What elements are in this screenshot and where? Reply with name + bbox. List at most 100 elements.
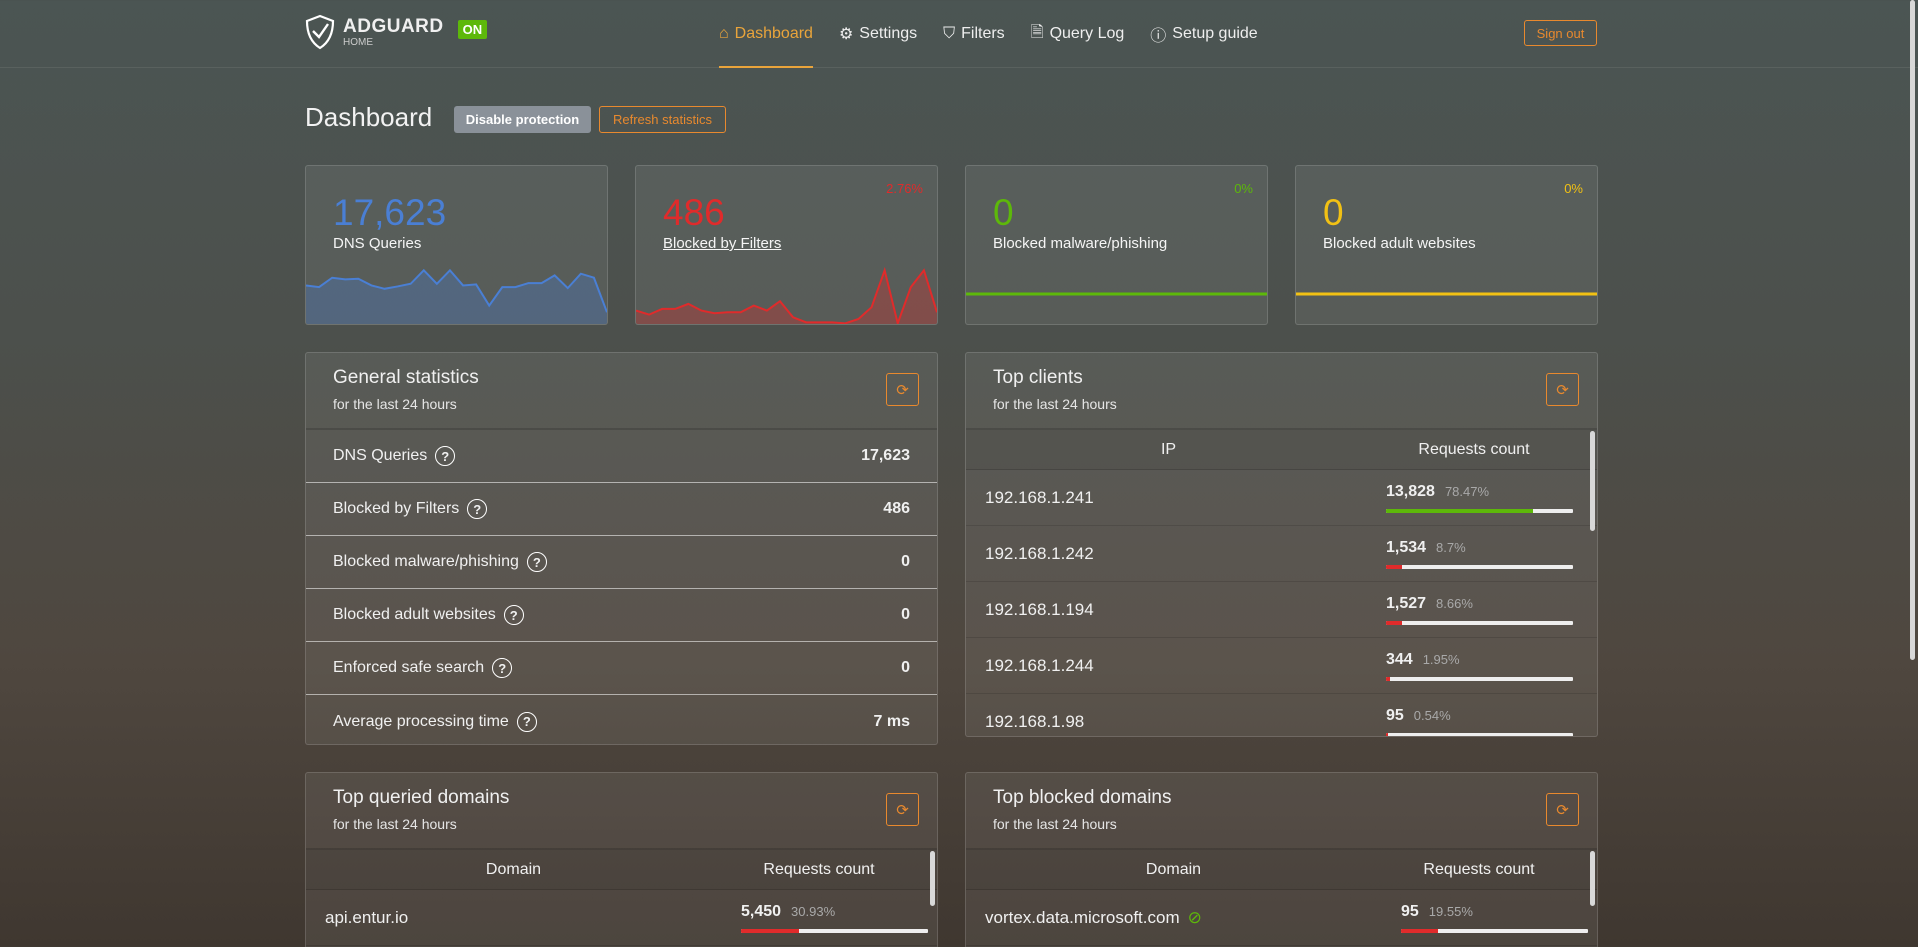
refresh-button[interactable]: ⟳ (1546, 793, 1579, 826)
sparkline-area (636, 270, 937, 324)
progress-bar (1386, 732, 1573, 736)
refresh-statistics-button[interactable]: Refresh statistics (599, 106, 726, 133)
stat-row: Blocked by Filters? 486 (306, 483, 937, 536)
refresh-button[interactable]: ⟳ (886, 373, 919, 406)
row-name[interactable]: 192.168.1.98 (985, 711, 1085, 731)
column-header[interactable]: Requests count (1418, 440, 1530, 458)
requests-count-cell: 5,450 30.93% (741, 903, 928, 933)
help-icon[interactable]: ? (467, 499, 488, 519)
progress-bar (1386, 508, 1573, 513)
panel-subtitle: for the last 24 hours (333, 396, 457, 412)
home-icon: ⌂ (719, 25, 729, 42)
help-icon[interactable]: ? (503, 605, 524, 625)
row-name[interactable]: 192.168.1.194 (985, 599, 1094, 619)
help-icon[interactable]: ? (435, 446, 456, 466)
column-header[interactable]: IP (1160, 440, 1177, 458)
request-percent: 19.55% (1428, 903, 1473, 919)
sparkline (306, 268, 607, 324)
progress-fill (1386, 620, 1403, 625)
column-header[interactable]: Requests count (763, 860, 875, 878)
stat-row: Blocked malware/phishing? 0 (306, 536, 937, 589)
stat-percent: 2.76% (886, 181, 923, 196)
stat-value: 0 (1323, 192, 1344, 233)
nav-filters[interactable]: ⛉ Filters (943, 0, 1005, 68)
stat-row-value: 0 (901, 659, 910, 676)
nav-settings[interactable]: ⚙ Settings (839, 0, 917, 68)
progress-bar (1401, 928, 1588, 933)
help-icon[interactable]: ? (526, 552, 547, 572)
stat-row-label: Blocked adult websites (333, 606, 496, 624)
shield-icon (305, 14, 335, 50)
progress-bar (1386, 564, 1573, 569)
page-title: Dashboard (305, 102, 433, 132)
panel-title: Top blocked domains (993, 787, 1172, 808)
stat-row-label: DNS Queries (333, 447, 428, 465)
row-name[interactable]: api.entur.io (325, 907, 409, 927)
requests-count-cell: 344 1.95% (1386, 651, 1573, 681)
table-scrollbar[interactable] (930, 851, 935, 906)
request-count: 5,450 (741, 902, 782, 920)
request-count: 13,828 (1386, 482, 1435, 500)
table-row: 192.168.1.98 95 0.54% (966, 694, 1597, 736)
stat-row: DNS Queries? 17,623 (306, 430, 937, 483)
row-name-cell: 192.168.1.244 (966, 656, 1386, 676)
table-scrollbar[interactable] (1590, 431, 1595, 531)
progress-fill (1401, 928, 1438, 933)
stat-value: 0 (993, 192, 1014, 233)
row-name[interactable]: 192.168.1.242 (985, 543, 1094, 563)
stat-percent: 0% (1234, 181, 1253, 196)
table-scrollbar[interactable] (1590, 851, 1595, 906)
refresh-icon: ⟳ (1556, 801, 1569, 819)
nav-setup-guide[interactable]: ⓘ Setup guide (1150, 0, 1257, 68)
table-row: vortex.data.microsoft.com ⊘ 95 19.55% (966, 890, 1597, 946)
stat-value: 17,623 (333, 192, 447, 233)
nav-query-log[interactable]: 🗎 Query Log (1031, 0, 1125, 68)
requests-count-cell: 95 0.54% (1386, 706, 1573, 736)
refresh-icon: ⟳ (1556, 381, 1569, 399)
progress-bar (1386, 676, 1573, 681)
stat-card: 486 Blocked by Filters 2.76% (635, 165, 938, 325)
disable-protection-button[interactable]: Disable protection (454, 106, 591, 133)
refresh-button[interactable]: ⟳ (886, 793, 919, 826)
stat-card: 0 Blocked malware/phishing 0% (965, 165, 1268, 325)
progress-fill (1386, 732, 1388, 736)
stat-label[interactable]: Blocked by Filters (663, 235, 782, 252)
row-name-cell: 192.168.1.241 (966, 488, 1386, 508)
document-icon: 🗎 (1030, 23, 1044, 41)
requests-count-cell: 13,828 78.47% (1386, 483, 1573, 513)
row-name[interactable]: 192.168.1.244 (985, 655, 1094, 675)
progress-fill (1386, 676, 1390, 681)
stat-row-label: Blocked by Filters (333, 500, 460, 518)
unblock-eye-icon[interactable]: ⊘ (1187, 907, 1202, 927)
column-header[interactable]: Domain (485, 860, 542, 878)
table-header: Domain Requests count (306, 850, 937, 890)
help-icon[interactable]: ? (492, 658, 513, 678)
stat-row-value: 7 ms (873, 712, 910, 730)
request-percent: 0.54% (1413, 707, 1451, 723)
row-name[interactable]: 192.168.1.241 (985, 487, 1094, 507)
row-name-cell: 192.168.1.194 (966, 600, 1386, 620)
top-clients-panel: Top clients for the last 24 hours ⟳ IP Re… (965, 352, 1598, 737)
stat-row-label: Enforced safe search (333, 659, 485, 677)
panel-title: General statistics (333, 367, 479, 388)
column-header[interactable]: Requests count (1423, 860, 1535, 878)
nav-dashboard[interactable]: ⌂ Dashboard (719, 0, 813, 68)
stat-label: Blocked malware/phishing (993, 235, 1168, 252)
general-statistics-panel: General statistics for the last 24 hours… (305, 352, 938, 745)
help-icon[interactable]: ? (516, 711, 537, 732)
main-nav: ⌂ Dashboard ⚙ Settings ⛉ Filters 🗎 Query Log… (719, 0, 1258, 68)
stat-row: Enforced safe search? 0 (306, 642, 937, 695)
row-name-cell: 192.168.1.242 (966, 544, 1386, 564)
sign-out-button[interactable]: Sign out (1524, 20, 1597, 46)
gear-icon: ⚙ (838, 26, 854, 43)
stat-row-value: 0 (901, 606, 910, 623)
refresh-button[interactable]: ⟳ (1546, 373, 1579, 406)
page-scrollbar[interactable] (1910, 0, 1915, 660)
logo[interactable]: ADGUARD HOME ON (305, 14, 488, 50)
protection-status-badge: ON (457, 20, 488, 39)
row-name-cell: vortex.data.microsoft.com ⊘ (966, 908, 1401, 928)
column-header[interactable]: Domain (1145, 860, 1202, 878)
table-row: 192.168.1.241 13,828 78.47% (966, 470, 1597, 526)
row-name[interactable]: vortex.data.microsoft.com (985, 907, 1180, 927)
request-count: 95 (1386, 706, 1404, 724)
